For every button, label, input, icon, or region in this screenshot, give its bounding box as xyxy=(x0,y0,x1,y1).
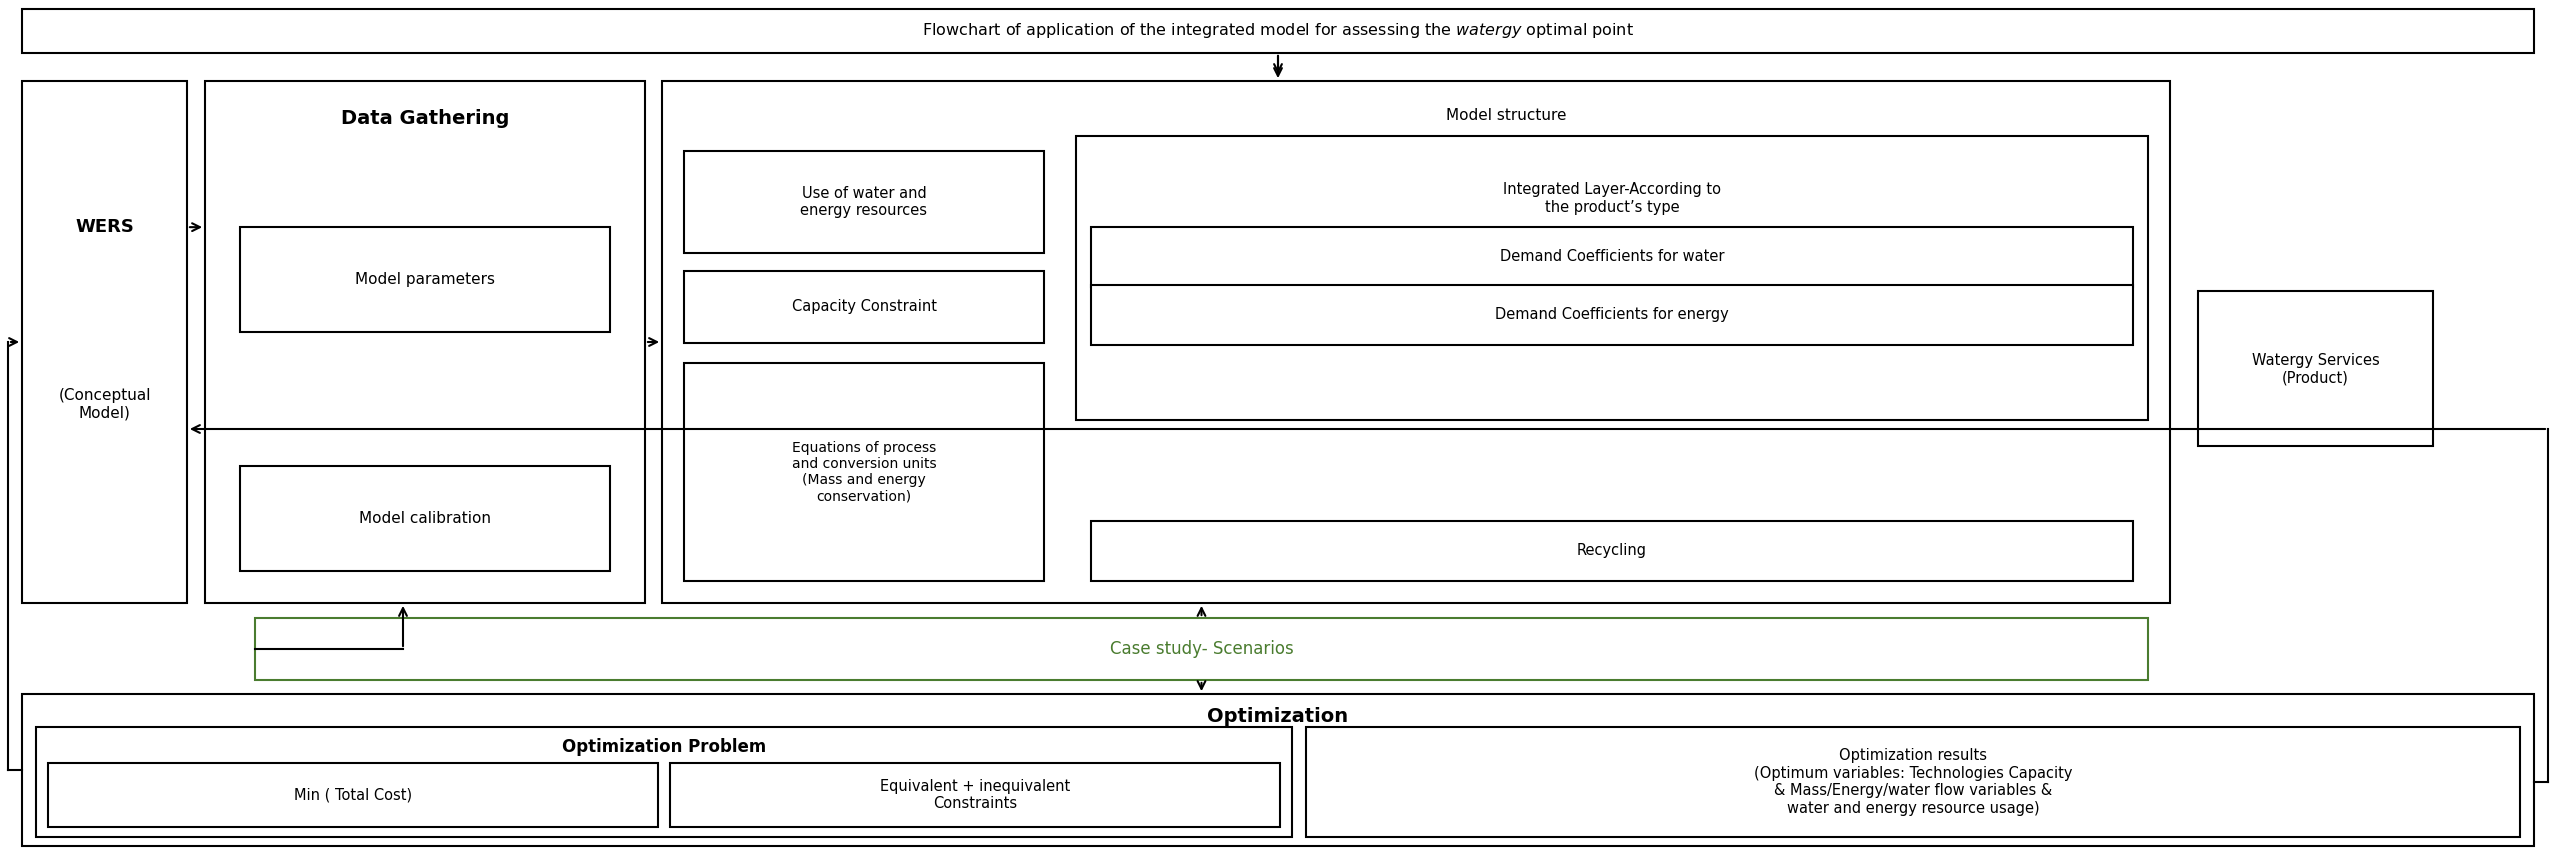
FancyBboxPatch shape xyxy=(1076,136,2147,420)
Text: Use of water and
energy resources: Use of water and energy resources xyxy=(800,186,928,218)
FancyBboxPatch shape xyxy=(240,227,611,331)
Text: Optimization: Optimization xyxy=(1206,706,1350,726)
Text: Integrated Layer-According to
the product’s type: Integrated Layer-According to the produc… xyxy=(1503,183,1720,214)
Text: Min ( Total Cost): Min ( Total Cost) xyxy=(294,788,412,802)
Text: Demand Coefficients for energy: Demand Coefficients for energy xyxy=(1495,307,1728,322)
Text: (Conceptual
Model): (Conceptual Model) xyxy=(59,389,151,420)
FancyBboxPatch shape xyxy=(1091,227,2134,287)
FancyBboxPatch shape xyxy=(256,618,2147,680)
FancyBboxPatch shape xyxy=(23,81,187,603)
FancyBboxPatch shape xyxy=(23,694,2533,846)
FancyBboxPatch shape xyxy=(23,9,2533,53)
Text: Watergy Services
(Product): Watergy Services (Product) xyxy=(2252,353,2380,385)
Text: Equations of process
and conversion units
(Mass and energy
conservation): Equations of process and conversion unit… xyxy=(792,441,935,504)
Text: Model parameters: Model parameters xyxy=(355,272,496,287)
FancyBboxPatch shape xyxy=(1091,521,2134,581)
Text: Case study- Scenarios: Case study- Scenarios xyxy=(1109,640,1293,658)
FancyBboxPatch shape xyxy=(240,466,611,571)
Text: Recycling: Recycling xyxy=(1577,543,1646,559)
Text: Equivalent + inequivalent
Constraints: Equivalent + inequivalent Constraints xyxy=(879,779,1071,811)
Text: Flowchart of application of the integrated model for assessing the $\it{watergy}: Flowchart of application of the integrat… xyxy=(923,21,1633,40)
FancyBboxPatch shape xyxy=(204,81,644,603)
FancyBboxPatch shape xyxy=(670,763,1281,827)
Text: WERS: WERS xyxy=(74,218,133,236)
Text: Data Gathering: Data Gathering xyxy=(340,110,509,129)
FancyBboxPatch shape xyxy=(662,81,2170,603)
FancyBboxPatch shape xyxy=(2198,292,2433,446)
FancyBboxPatch shape xyxy=(49,763,657,827)
Text: Demand Coefficients for water: Demand Coefficients for water xyxy=(1500,249,1725,264)
FancyBboxPatch shape xyxy=(685,363,1043,581)
Text: Optimization results
(Optimum variables: Technologies Capacity
& Mass/Energy/wat: Optimization results (Optimum variables:… xyxy=(1753,748,2073,816)
FancyBboxPatch shape xyxy=(1091,285,2134,345)
FancyBboxPatch shape xyxy=(685,271,1043,343)
FancyBboxPatch shape xyxy=(685,151,1043,253)
FancyBboxPatch shape xyxy=(36,727,1291,837)
Text: Model structure: Model structure xyxy=(1447,108,1567,124)
Text: Optimization Problem: Optimization Problem xyxy=(562,738,767,756)
FancyBboxPatch shape xyxy=(1306,727,2520,837)
Text: Model calibration: Model calibration xyxy=(358,511,491,526)
Text: Capacity Constraint: Capacity Constraint xyxy=(792,299,935,315)
